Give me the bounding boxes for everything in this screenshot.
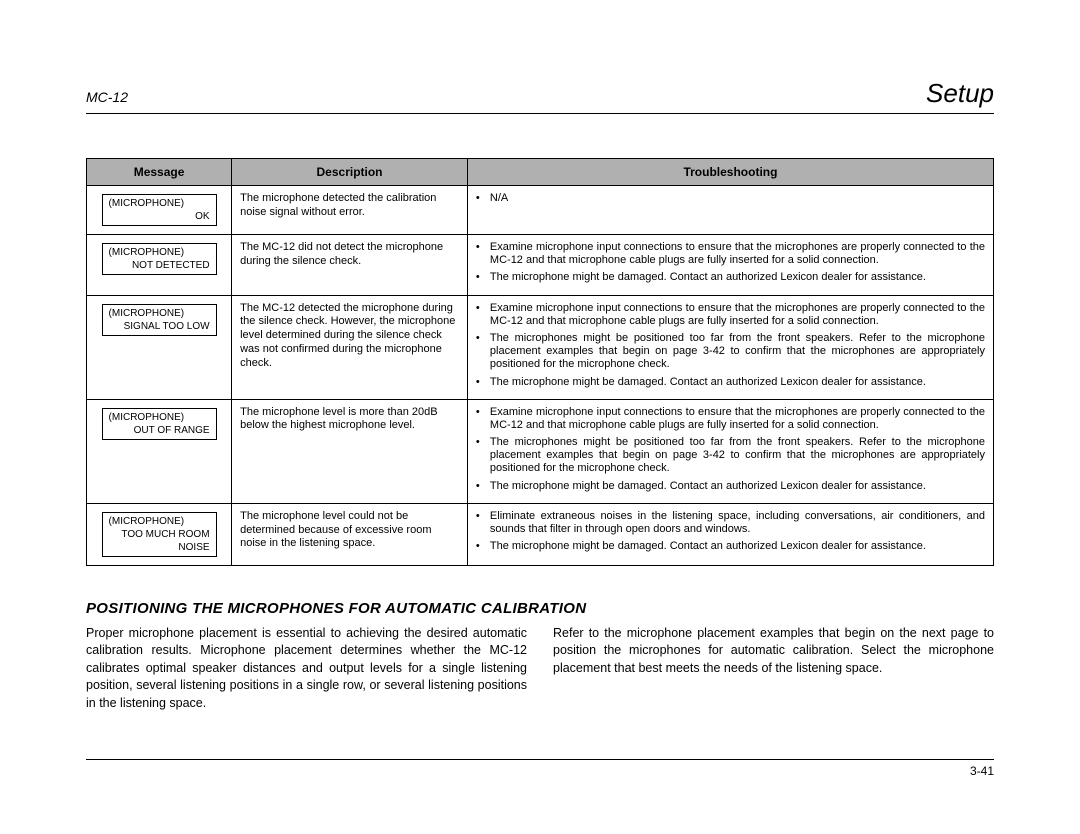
table-row: (MICROPHONE)TOO MUCH ROOM NOISE The micro… <box>87 503 994 565</box>
message-line2: OK <box>109 210 210 223</box>
table-row: (MICROPHONE)NOT DETECTED The MC-12 did no… <box>87 235 994 296</box>
description-cell: The MC-12 detected the microphone during… <box>232 295 468 399</box>
troubleshooting-item: Examine microphone input connections to … <box>476 406 985 432</box>
body-col1: Proper microphone placement is essential… <box>86 625 527 713</box>
col-troubleshooting: Troubleshooting <box>467 159 993 186</box>
message-cell: (MICROPHONE)TOO MUCH ROOM NOISE <box>87 503 232 565</box>
troubleshooting-item: N/A <box>476 192 985 205</box>
troubleshooting-list: Examine microphone input connections to … <box>476 241 985 285</box>
message-line1: (MICROPHONE) <box>109 515 210 528</box>
body-col2: Refer to the microphone placement exampl… <box>553 625 994 678</box>
troubleshooting-cell: Eliminate extraneous noises in the liste… <box>467 503 993 565</box>
col-message: Message <box>87 159 232 186</box>
troubleshooting-list: Examine microphone input connections to … <box>476 406 985 493</box>
description-cell: The MC-12 did not detect the microphone … <box>232 235 468 296</box>
description-cell: The microphone detected the calibration … <box>232 186 468 235</box>
message-box: (MICROPHONE)OUT OF RANGE <box>102 408 217 440</box>
message-box: (MICROPHONE)TOO MUCH ROOM NOISE <box>102 512 217 557</box>
troubleshooting-table: Message Description Troubleshooting (MIC… <box>86 158 994 566</box>
page-footer: 3-41 <box>86 759 994 778</box>
troubleshooting-item: Eliminate extraneous noises in the liste… <box>476 510 985 536</box>
message-line2: SIGNAL TOO LOW <box>109 320 210 333</box>
message-line2: OUT OF RANGE <box>109 424 210 437</box>
troubleshooting-cell: Examine microphone input connections to … <box>467 295 993 399</box>
message-line2: NOT DETECTED <box>109 259 210 272</box>
page-number: 3-41 <box>970 764 994 778</box>
troubleshooting-item: The microphones might be positioned too … <box>476 332 985 372</box>
troubleshooting-item: The microphone might be damaged. Contact… <box>476 540 985 553</box>
message-cell: (MICROPHONE)OUT OF RANGE <box>87 399 232 503</box>
description-cell: The microphone level is more than 20dB b… <box>232 399 468 503</box>
description-cell: The microphone level could not be determ… <box>232 503 468 565</box>
troubleshooting-cell: N/A <box>467 186 993 235</box>
table-row: (MICROPHONE)SIGNAL TOO LOW The MC-12 dete… <box>87 295 994 399</box>
message-line1: (MICROPHONE) <box>109 411 210 424</box>
model-label: MC-12 <box>86 89 128 105</box>
message-cell: (MICROPHONE)OK <box>87 186 232 235</box>
troubleshooting-item: The microphone might be damaged. Contact… <box>476 480 985 493</box>
message-cell: (MICROPHONE)SIGNAL TOO LOW <box>87 295 232 399</box>
body-columns: Proper microphone placement is essential… <box>86 625 994 713</box>
troubleshooting-item: Examine microphone input connections to … <box>476 302 985 328</box>
troubleshooting-list: Examine microphone input connections to … <box>476 302 985 389</box>
troubleshooting-item: The microphone might be damaged. Contact… <box>476 376 985 389</box>
col-description: Description <box>232 159 468 186</box>
troubleshooting-item: The microphone might be damaged. Contact… <box>476 271 985 284</box>
message-line1: (MICROPHONE) <box>109 246 210 259</box>
troubleshooting-list: N/A <box>476 192 985 205</box>
section-heading: POSITIONING THE MICROPHONES FOR AUTOMATI… <box>86 600 994 617</box>
page-header: MC-12 Setup <box>86 78 994 114</box>
message-line1: (MICROPHONE) <box>109 307 210 320</box>
message-box: (MICROPHONE)NOT DETECTED <box>102 243 217 275</box>
troubleshooting-item: Examine microphone input connections to … <box>476 241 985 267</box>
message-cell: (MICROPHONE)NOT DETECTED <box>87 235 232 296</box>
message-line2: TOO MUCH ROOM NOISE <box>109 528 210 554</box>
table-row: (MICROPHONE)OUT OF RANGE The microphone l… <box>87 399 994 503</box>
message-box: (MICROPHONE)SIGNAL TOO LOW <box>102 304 217 336</box>
troubleshooting-item: The microphones might be positioned too … <box>476 436 985 476</box>
table-row: (MICROPHONE)OK The microphone detected th… <box>87 186 994 235</box>
message-line1: (MICROPHONE) <box>109 197 210 210</box>
troubleshooting-list: Eliminate extraneous noises in the liste… <box>476 510 985 554</box>
message-box: (MICROPHONE)OK <box>102 194 217 226</box>
section-title: Setup <box>926 78 994 109</box>
troubleshooting-cell: Examine microphone input connections to … <box>467 235 993 296</box>
troubleshooting-cell: Examine microphone input connections to … <box>467 399 993 503</box>
